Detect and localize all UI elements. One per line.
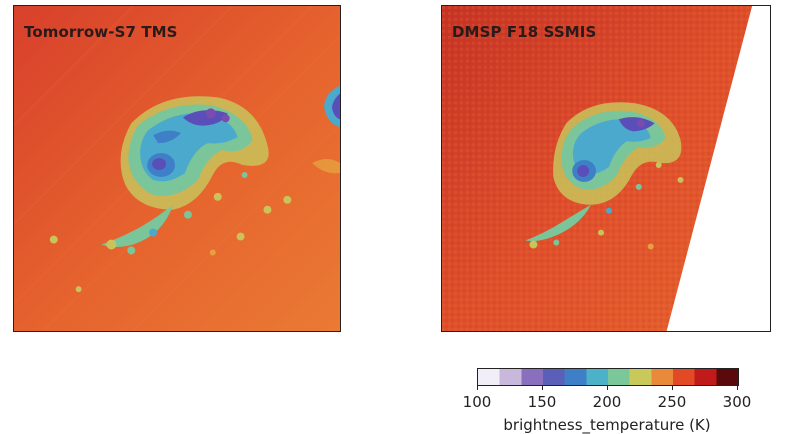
colorbar: 100 150 200 250 300 brightness_temperatu…: [463, 366, 751, 434]
colorbar-label: brightness_temperature (K): [503, 416, 711, 434]
colorbar-tick: [477, 385, 478, 390]
colorbar-tick-label: 200: [592, 393, 622, 411]
ssmis-brightness-image: [442, 6, 770, 331]
colorbar-tick-label: 300: [722, 393, 752, 411]
colorbar-tick-label: 250: [657, 393, 687, 411]
colorbar-tick: [672, 385, 673, 390]
colorbar-tick-label: 150: [527, 393, 557, 411]
colorbar-gradient: [477, 368, 739, 386]
colorbar-tick: [607, 385, 608, 390]
swath-gap: [666, 6, 770, 331]
colorbar-tick: [737, 385, 738, 390]
ssmis-panel: DMSP F18 SSMIS: [441, 5, 771, 332]
ssmis-panel-title: DMSP F18 SSMIS: [452, 23, 597, 41]
tms-brightness-image: [14, 6, 340, 331]
colorbar-tick: [542, 385, 543, 390]
tms-panel-title: Tomorrow-S7 TMS: [24, 23, 178, 41]
tms-panel: Tomorrow-S7 TMS: [13, 5, 341, 332]
colorbar-tick-label: 100: [462, 393, 492, 411]
